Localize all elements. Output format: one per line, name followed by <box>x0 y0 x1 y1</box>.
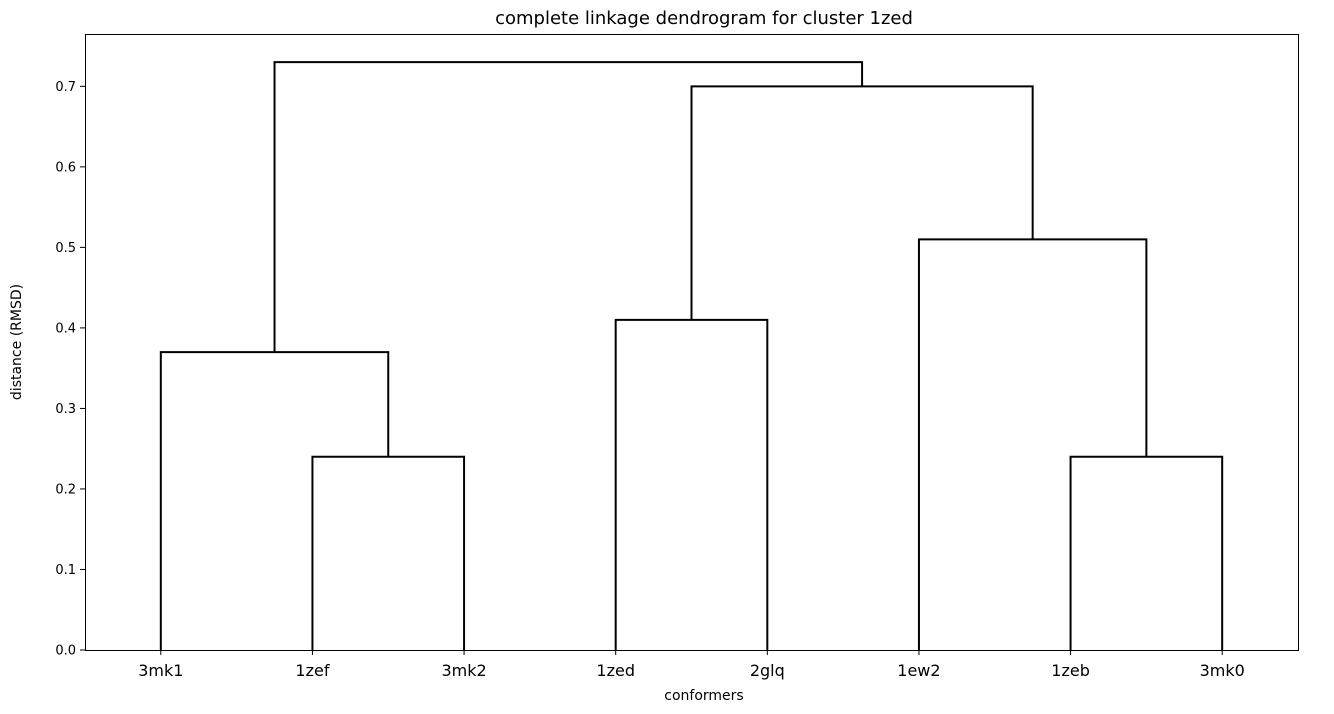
dendrogram-link <box>159 351 390 650</box>
dendrogram-link <box>1069 455 1224 650</box>
y-axis-label: distance (RMSD) <box>9 284 25 400</box>
y-tick-label: 0.6 <box>55 160 76 175</box>
y-tick-label: 0.5 <box>55 241 76 256</box>
y-tick-label: 0.0 <box>55 644 76 659</box>
y-tick-label: 0.7 <box>55 80 76 95</box>
plot-frame <box>85 34 1299 651</box>
dendrogram-link <box>273 61 864 353</box>
dendrogram-link <box>614 318 769 650</box>
leaf-label: 2glq <box>750 661 785 680</box>
dendrogram-links <box>159 61 1224 650</box>
leaf-label: 1zef <box>295 661 329 680</box>
leaf-label: 1zed <box>596 661 635 680</box>
leaf-label: 3mk0 <box>1200 661 1245 680</box>
leaf-label: 3mk1 <box>138 661 183 680</box>
leaf-label: 3mk2 <box>441 661 486 680</box>
y-tick-label: 0.3 <box>55 402 76 417</box>
dendrogram-link <box>690 85 1034 320</box>
chart-title: complete linkage dendrogram for cluster … <box>495 8 913 29</box>
x-axis-label: conformers <box>664 688 743 704</box>
y-tick-label: 0.1 <box>55 563 76 578</box>
x-axis: 3mk1 1zef 3mk2 1zed 2glq 1ew2 1zeb 3mk0 <box>138 650 1245 680</box>
y-tick-label: 0.4 <box>55 321 76 336</box>
leaf-label: 1zeb <box>1051 661 1090 680</box>
dendrogram-link <box>917 238 1148 650</box>
y-tick-label: 0.2 <box>55 482 76 497</box>
y-axis: 0.0 0.1 0.2 0.3 0.4 0.5 0.6 0.7 <box>55 80 85 659</box>
dendrogram-link <box>311 455 466 650</box>
leaf-label: 1ew2 <box>897 661 940 680</box>
